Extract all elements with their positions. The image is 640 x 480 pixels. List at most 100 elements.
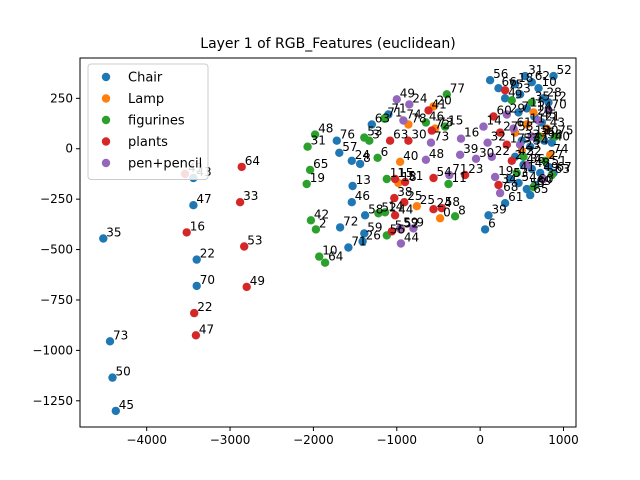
- data-point: [515, 90, 525, 99]
- data-point: [435, 214, 445, 223]
- point-label: 27: [503, 120, 518, 134]
- data-point: [320, 258, 330, 267]
- x-tick-label: −3000: [210, 433, 251, 447]
- point-label: 60: [497, 104, 512, 118]
- point-label: 24: [412, 91, 427, 105]
- data-point: [507, 156, 516, 165]
- point-label: 33: [243, 189, 258, 203]
- point-label: 66: [502, 75, 517, 89]
- point-label: 53: [367, 125, 382, 139]
- point-label: 8: [458, 203, 466, 217]
- point-label: 58: [368, 202, 383, 216]
- y-tick-label: −500: [40, 243, 73, 257]
- point-label: 72: [343, 214, 358, 228]
- legend-marker: [101, 94, 111, 103]
- y-tick-label: −750: [40, 293, 73, 307]
- data-point: [347, 156, 356, 165]
- data-point: [527, 78, 536, 87]
- data-point: [502, 110, 511, 119]
- data-point: [437, 204, 446, 213]
- data-point: [335, 148, 344, 157]
- point-label: 45: [119, 398, 134, 412]
- point-label: 65: [533, 182, 548, 196]
- point-label: 12: [535, 124, 550, 138]
- point-label: 77: [450, 81, 465, 95]
- point-label: 62: [535, 69, 550, 83]
- data-point: [390, 193, 399, 203]
- point-label: 36: [540, 126, 555, 140]
- data-point: [544, 98, 553, 107]
- point-label: 52: [404, 216, 419, 230]
- point-label: 3: [372, 128, 380, 142]
- point-label: 20: [437, 93, 452, 107]
- point-label: 30: [543, 124, 558, 138]
- point-label: 28: [547, 85, 562, 99]
- data-point: [421, 155, 431, 164]
- data-point: [483, 138, 492, 147]
- point-label: 72: [435, 118, 450, 132]
- point-label: 6: [488, 216, 496, 230]
- data-point: [421, 118, 431, 127]
- data-point: [429, 173, 438, 183]
- point-label: 48: [429, 147, 444, 161]
- data-point: [374, 209, 383, 218]
- axes: −4000 −3000 −2000 −1000 0 10002500−250−500−75…: [32, 57, 579, 447]
- point-label: 73: [113, 328, 128, 342]
- point-label: 24: [355, 148, 370, 162]
- data-point: [390, 174, 400, 184]
- point-label: 25: [420, 193, 435, 207]
- point-label: 5: [542, 124, 550, 138]
- x-tick-label: 1000: [548, 433, 579, 447]
- point-label: 10: [542, 75, 557, 89]
- point-label: 9: [416, 215, 424, 229]
- data-point: [409, 224, 418, 233]
- y-tick-label: −1000: [32, 343, 73, 357]
- point-label: 3: [547, 166, 555, 180]
- point-label: 6: [381, 145, 389, 159]
- point-label: 12: [552, 89, 567, 103]
- data-point: [99, 234, 108, 243]
- data-point: [484, 211, 493, 220]
- point-label: 16: [464, 126, 479, 140]
- point-label: 57: [342, 140, 357, 154]
- y-tick-label: −1250: [32, 394, 73, 408]
- point-label: 47: [199, 322, 214, 336]
- point-label: 32: [491, 130, 506, 144]
- point-label: 43: [550, 116, 565, 130]
- point-label: 15: [530, 95, 545, 109]
- point-label: 52: [557, 63, 572, 77]
- data-point: [380, 208, 390, 217]
- data-point: [412, 202, 421, 211]
- data-point: [471, 154, 481, 163]
- x-tick-label: 0: [476, 433, 484, 447]
- point-label: 53: [247, 234, 262, 248]
- point-label: 20: [537, 104, 552, 118]
- point-label: 54: [437, 165, 452, 179]
- point-label: 46: [429, 110, 444, 124]
- x-tick-label: −1000: [376, 433, 417, 447]
- point-label: 48: [318, 122, 333, 136]
- data-point: [551, 132, 560, 141]
- data-point: [390, 211, 400, 220]
- point-label: 74: [553, 142, 568, 156]
- data-point: [360, 229, 369, 238]
- data-point: [542, 124, 551, 133]
- point-label: 73: [438, 116, 453, 130]
- point-label: 55: [530, 176, 545, 190]
- point-label: 78: [411, 112, 426, 126]
- point-label: 2: [515, 148, 523, 162]
- data-point: [494, 84, 503, 93]
- y-tick-label: 0: [65, 142, 73, 156]
- data-point: [190, 308, 199, 318]
- data-point: [546, 150, 555, 159]
- data-point: [519, 152, 528, 161]
- data-point: [500, 199, 510, 208]
- point-label: 61: [517, 116, 532, 130]
- legend-marker: [101, 115, 111, 125]
- point-label: 45: [542, 108, 557, 122]
- point-label: 10: [322, 244, 337, 258]
- point-label: 70: [200, 273, 215, 287]
- point-label: 49: [250, 274, 265, 288]
- legend-label: plants: [128, 135, 168, 150]
